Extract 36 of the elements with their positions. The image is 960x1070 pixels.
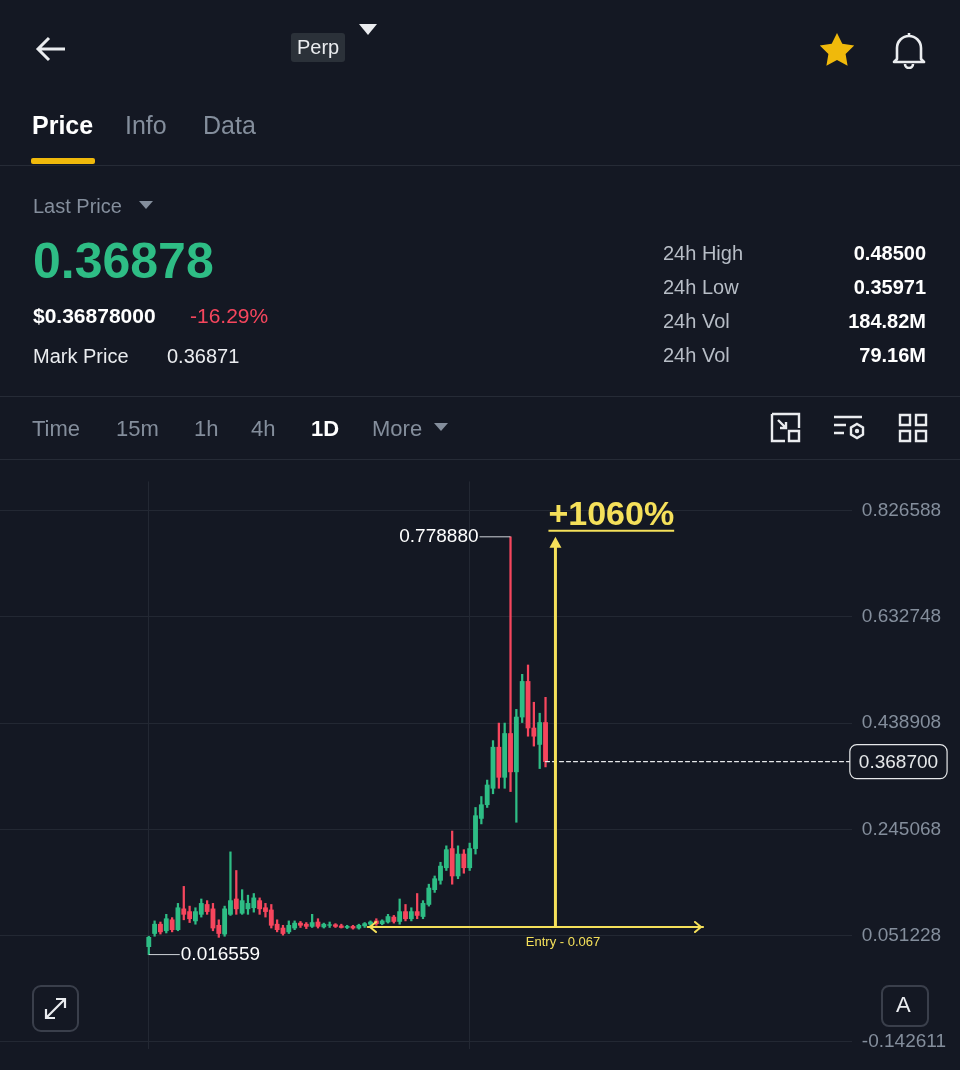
text: Data — [203, 111, 256, 140]
text: 24h Low — [663, 276, 739, 299]
text: 1h — [194, 416, 219, 442]
text: 4h — [251, 416, 276, 442]
ref-line-label: 0.368700 — [858, 750, 939, 772]
text: Price — [32, 111, 94, 140]
text: 0.35971 — [853, 276, 926, 299]
text: 24h High — [663, 242, 744, 265]
y-tick-label: 0.826588 — [861, 498, 942, 520]
text: 1D — [311, 416, 340, 442]
y-tick-label: 0.051228 — [861, 923, 942, 945]
y-tick-label: 0.632748 — [861, 605, 942, 627]
y-tick-label: 0.245068 — [861, 817, 942, 839]
text: More — [372, 416, 423, 442]
text: A — [896, 992, 911, 1018]
text: $0.36878000 — [33, 304, 156, 328]
text: Perp — [291, 33, 346, 62]
annotation: +1060% — [548, 493, 675, 532]
text: 0.36871 — [167, 345, 240, 368]
text: 24h Vol — [663, 310, 730, 333]
annotation: 0.016559 — [180, 942, 261, 964]
y-tick-label: 0.438908 — [861, 711, 942, 733]
text: Mark Price — [33, 345, 129, 368]
text: 0.48500 — [853, 242, 926, 265]
text: Time — [32, 416, 81, 442]
text: 0.36878 — [33, 232, 214, 290]
text: 15m — [116, 416, 159, 442]
text: Info — [125, 111, 167, 140]
text: 24h Vol — [663, 344, 730, 367]
annotation: 0.778880 — [399, 525, 479, 547]
y-tick-label: -0.142611 — [861, 1030, 947, 1052]
text: 79.16M — [859, 344, 926, 367]
text: Last Price — [33, 195, 122, 218]
text: -16.29% — [190, 304, 269, 328]
text: 184.82M — [848, 310, 926, 333]
ref-line-label: Entry - 0.067 — [525, 934, 601, 950]
